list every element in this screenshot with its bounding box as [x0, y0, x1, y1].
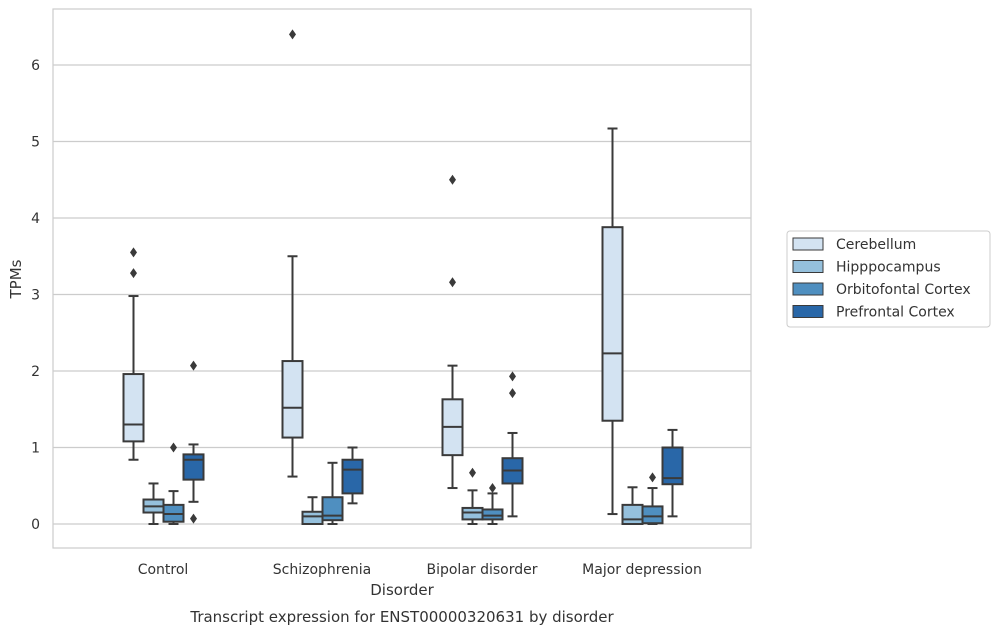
box-prefrontal-cortex-1: [341, 446, 364, 505]
outlier-marker: [190, 513, 197, 524]
box-prefrontal-cortex-2: [501, 371, 524, 518]
legend-label: Cerebellum: [836, 237, 916, 253]
x-tick-label: Major depression: [582, 562, 702, 578]
box-hipppocampus-3: [621, 486, 644, 525]
legend-label: Orbitofontal Cortex: [836, 282, 971, 298]
box-iqr: [321, 496, 344, 522]
box-hipppocampus-2: [461, 467, 484, 525]
y-tick-label: 5: [31, 135, 40, 151]
x-tick-label: Bipolar disorder: [426, 562, 537, 578]
outlier-marker: [509, 371, 516, 382]
x-tick-label: Schizophrenia: [273, 562, 371, 578]
box-iqr: [281, 360, 304, 439]
legend-swatch: [792, 282, 824, 296]
box-iqr: [182, 453, 205, 481]
box-cerebellum-2: [441, 174, 464, 490]
box-iqr: [341, 458, 364, 495]
box-iqr: [661, 446, 684, 486]
y-tick-label: 0: [31, 517, 40, 533]
legend-frame: [786, 230, 991, 328]
box-iqr: [641, 505, 664, 525]
x-axis-label: Disorder: [370, 581, 434, 599]
outlier-marker: [130, 268, 137, 279]
box-orbitofontal-cortex-2: [481, 483, 504, 525]
box-cerebellum-3: [601, 127, 624, 516]
outlier-marker: [509, 388, 516, 399]
y-tick-label: 3: [31, 288, 40, 304]
outlier-marker: [190, 360, 197, 371]
box-orbitofontal-cortex-0: [162, 442, 185, 525]
legend-label: Prefrontal Cortex: [836, 305, 955, 321]
box-iqr: [481, 508, 504, 521]
y-tick-labels: 0 1 2 3 4 5 6: [31, 58, 40, 533]
y-tick-label: 1: [31, 441, 40, 457]
box-orbitofontal-cortex-3: [641, 472, 664, 525]
box-prefrontal-cortex-3: [661, 428, 684, 518]
boxes: [122, 29, 684, 526]
box-iqr: [301, 510, 324, 526]
grid-lines: [53, 64, 751, 525]
box-cerebellum-1: [281, 29, 304, 478]
y-tick-label: 2: [31, 364, 40, 380]
chart-caption: Transcript expression for ENST0000032063…: [189, 608, 614, 626]
box-prefrontal-cortex-0: [182, 360, 205, 524]
legend-label: Hipppocampus: [836, 260, 941, 276]
legend: Cerebellum Hipppocampus Orbitofontal Corte…: [786, 230, 991, 328]
box-iqr: [122, 373, 145, 443]
outlier-marker: [449, 174, 456, 185]
box-iqr: [601, 226, 624, 422]
outlier-marker: [170, 442, 177, 453]
outlier-marker: [449, 277, 456, 288]
box-iqr: [621, 503, 644, 525]
legend-swatch: [792, 305, 824, 318]
box-cerebellum-0: [122, 247, 145, 461]
x-tick-labels: Control Schizophrenia Bipolar disorder Majo…: [138, 562, 702, 578]
legend-swatch: [792, 260, 824, 273]
box-hipppocampus-0: [142, 482, 165, 525]
outlier-marker: [469, 467, 476, 478]
legend-swatch: [792, 237, 824, 251]
box-iqr: [461, 506, 484, 521]
x-tick-label: Control: [138, 562, 189, 578]
y-tick-label: 4: [31, 211, 40, 227]
outlier-marker: [649, 472, 656, 483]
outlier-marker: [289, 29, 296, 40]
plot-background: [52, 8, 752, 549]
box-orbitofontal-cortex-1: [321, 461, 344, 525]
y-axis-label: TPMs: [7, 259, 25, 299]
outlier-marker: [489, 483, 496, 494]
y-tick-label: 6: [31, 58, 40, 74]
outlier-marker: [130, 247, 137, 258]
